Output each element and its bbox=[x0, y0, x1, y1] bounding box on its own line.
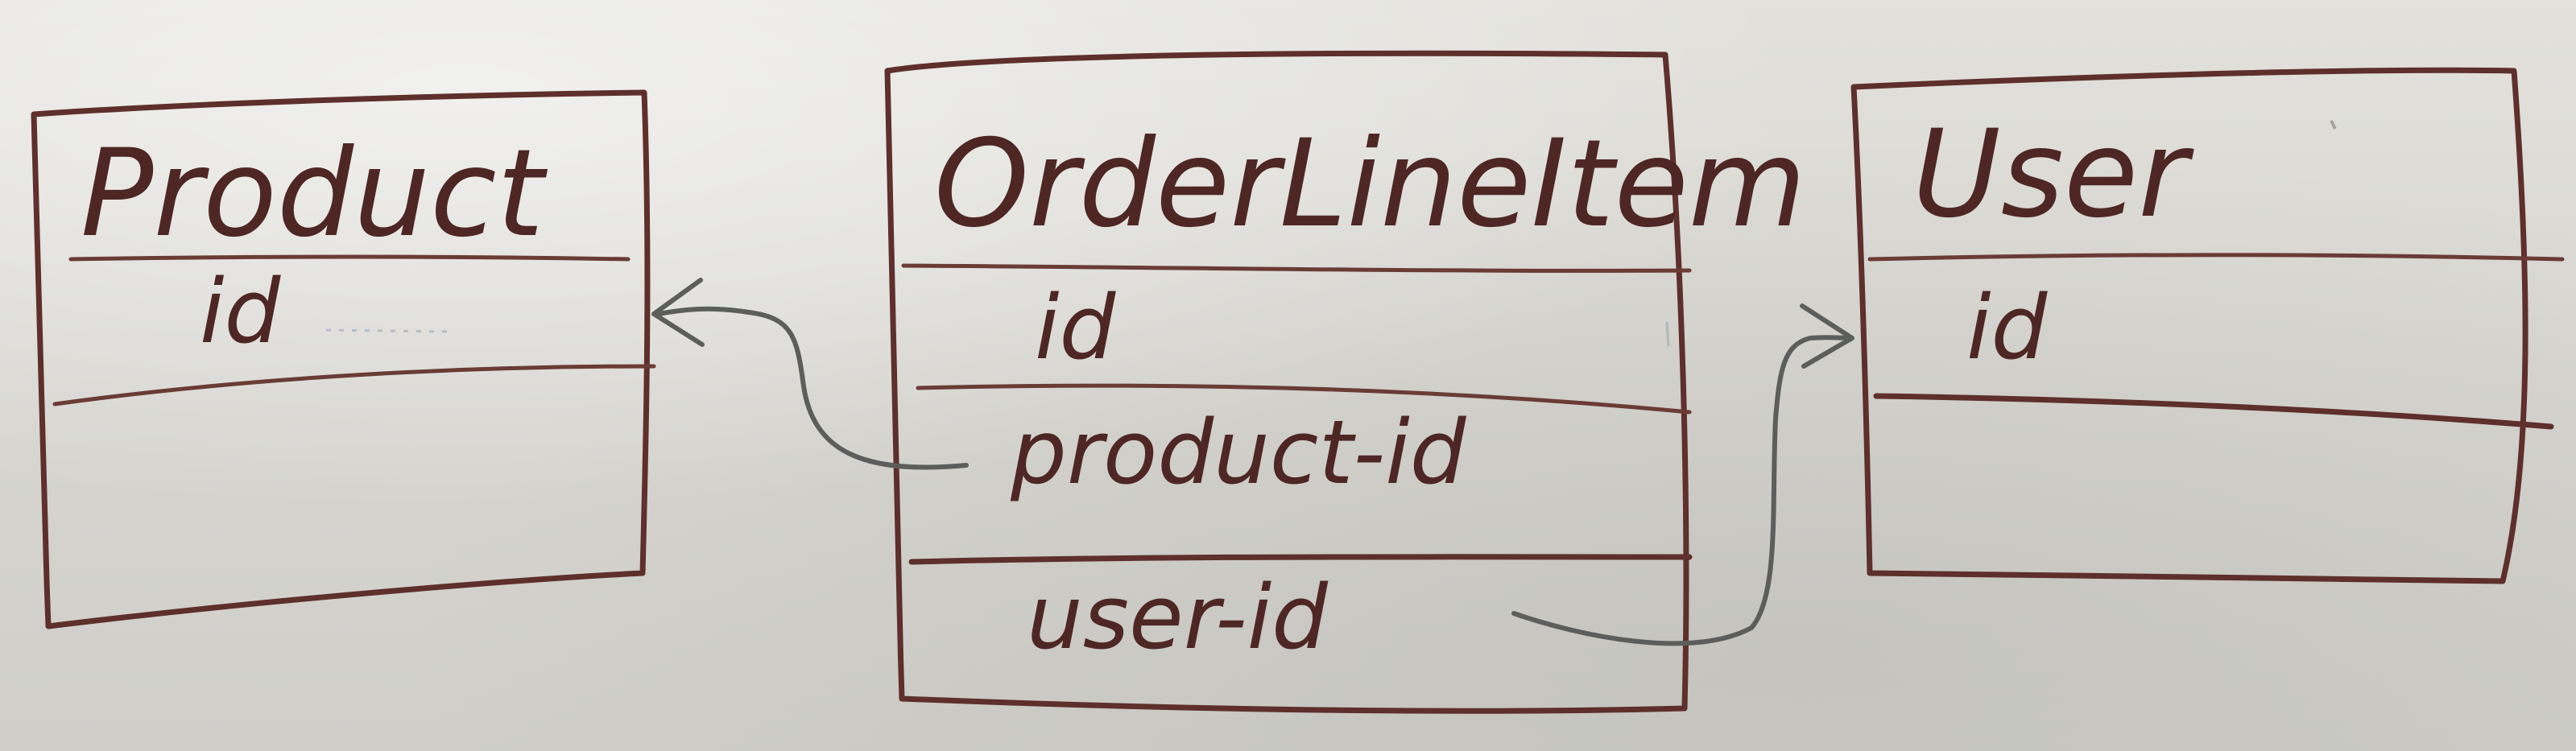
order-line-item-field-user-id: user-id bbox=[1027, 566, 1329, 669]
order-line-item-title-divider bbox=[901, 263, 1692, 273]
user-box-outline bbox=[1850, 67, 2528, 584]
product-box-outline bbox=[31, 89, 651, 629]
relation-user-id-to-user[interactable] bbox=[1511, 303, 1854, 646]
order-line-item-field-product-id: product-id bbox=[1010, 401, 1467, 504]
arrowhead-product bbox=[651, 278, 705, 347]
arrow-line-user bbox=[1511, 335, 1853, 646]
user-body-divider bbox=[1873, 393, 2554, 430]
arrowhead-user bbox=[1800, 303, 1854, 369]
user-field-id: id bbox=[1966, 276, 2049, 379]
entity-order-line-item[interactable]: OrderLineItem id product-id user-id bbox=[884, 50, 1806, 714]
order-line-item-divider-1 bbox=[916, 383, 1692, 415]
relation-product-id-to-product[interactable] bbox=[651, 278, 969, 470]
entity-product[interactable]: Product id bbox=[31, 89, 656, 629]
product-title-divider bbox=[68, 254, 631, 262]
product-body-divider bbox=[52, 364, 656, 406]
entity-user[interactable]: User id bbox=[1850, 67, 2565, 584]
order-line-item-title: OrderLineItem bbox=[934, 114, 1806, 254]
arrow-line-product bbox=[656, 306, 969, 470]
marker-smudges bbox=[325, 120, 2337, 347]
product-field-id: id bbox=[200, 260, 282, 363]
order-line-item-divider-2 bbox=[908, 554, 1693, 565]
order-line-item-box-outline bbox=[884, 50, 1689, 714]
product-title: Product bbox=[81, 124, 548, 264]
user-title-divider bbox=[1867, 253, 2565, 262]
order-line-item-field-id: id bbox=[1035, 276, 1117, 379]
user-title: User bbox=[1912, 105, 2194, 245]
